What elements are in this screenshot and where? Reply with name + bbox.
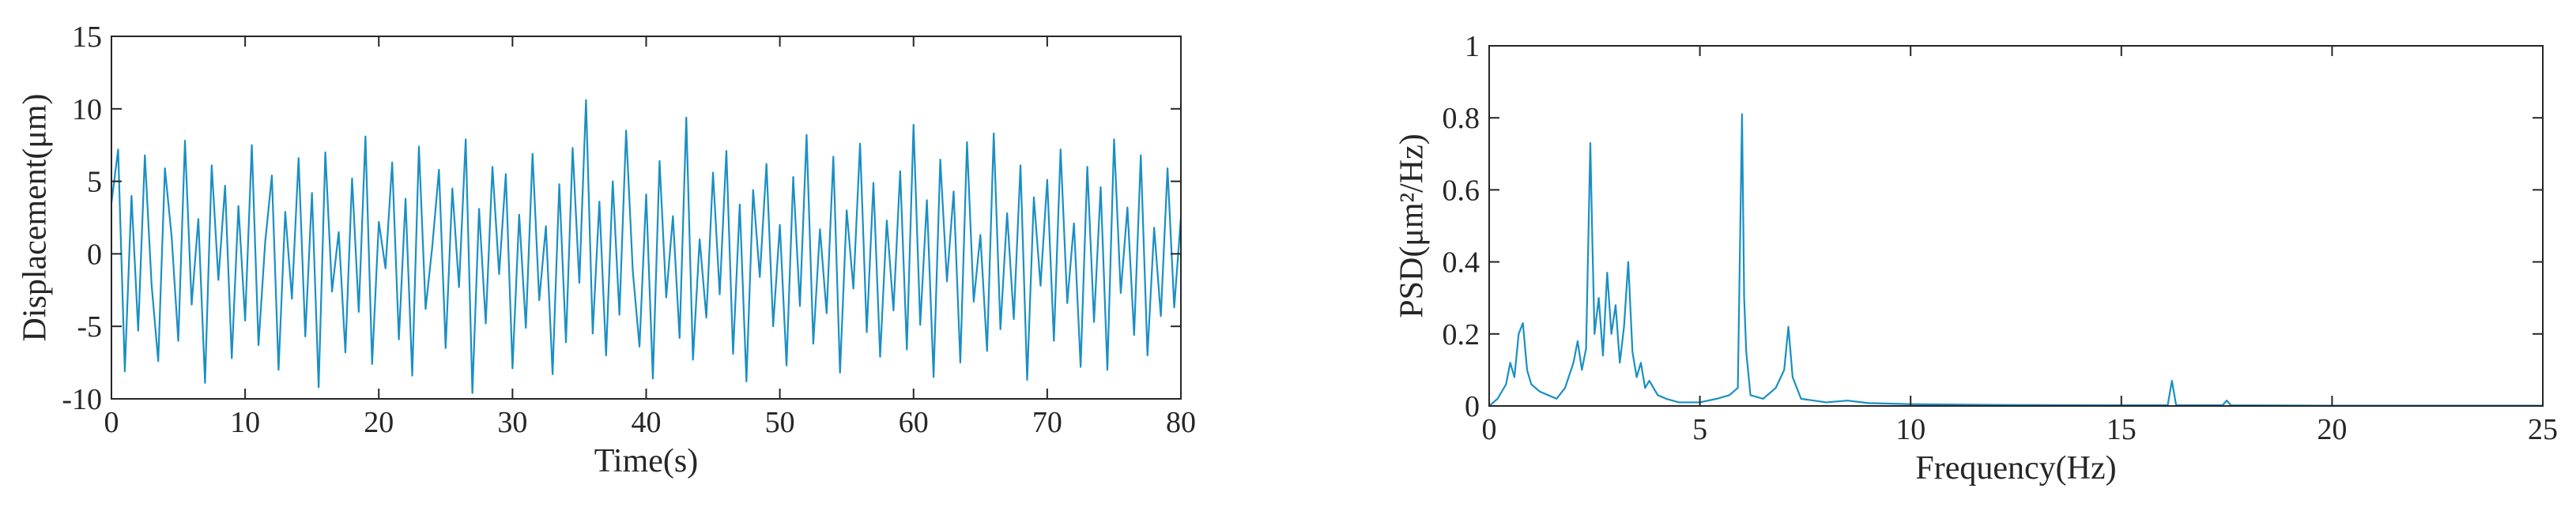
x-tick-label: 25	[2528, 413, 2558, 446]
x-tick-label: 70	[1032, 406, 1062, 439]
y-tick-label: 10	[72, 93, 102, 126]
data-line	[111, 99, 1181, 394]
x-tick-label: 10	[1895, 413, 1925, 446]
y-axis-label: PSD(μm²/Hz)	[1394, 133, 1431, 317]
axes-box	[1488, 45, 2544, 407]
y-axis-label: Displacement(μm)	[17, 93, 54, 341]
x-tick-label: 40	[632, 406, 662, 439]
y-tick-label: 0.6	[1443, 174, 1480, 207]
y-tick-label: 15	[72, 21, 102, 54]
data-line	[1489, 113, 2543, 406]
y-tick-label: 0.8	[1443, 102, 1480, 135]
y-tick-label: 0	[1465, 390, 1480, 423]
x-tick-label: 20	[2317, 413, 2347, 446]
x-tick-label: 0	[104, 406, 119, 439]
x-tick-label: 80	[1166, 406, 1196, 439]
x-tick-label: 30	[497, 406, 527, 439]
y-tick-label: -10	[62, 383, 102, 416]
x-axis-label: Frequency(Hz)	[1915, 450, 2116, 487]
y-tick-label: 1	[1465, 30, 1480, 63]
y-tick-label: 0.4	[1443, 246, 1480, 280]
x-tick-label: 20	[364, 406, 394, 439]
y-tick-label: 0	[87, 238, 102, 271]
x-tick-label: 15	[2106, 413, 2137, 446]
y-tick-label: 0.2	[1443, 318, 1480, 351]
x-tick-label: 60	[899, 406, 929, 439]
x-tick-label: 0	[1482, 413, 1497, 446]
plot-area	[1489, 113, 2543, 406]
x-tick-label: 50	[765, 406, 795, 439]
x-axis-label: Time(s)	[594, 443, 698, 479]
x-tick-label: 10	[230, 406, 260, 439]
plot-area	[111, 99, 1181, 394]
x-tick-label: 5	[1692, 413, 1707, 446]
y-tick-label: 5	[87, 166, 102, 199]
y-tick-label: -5	[77, 310, 102, 344]
